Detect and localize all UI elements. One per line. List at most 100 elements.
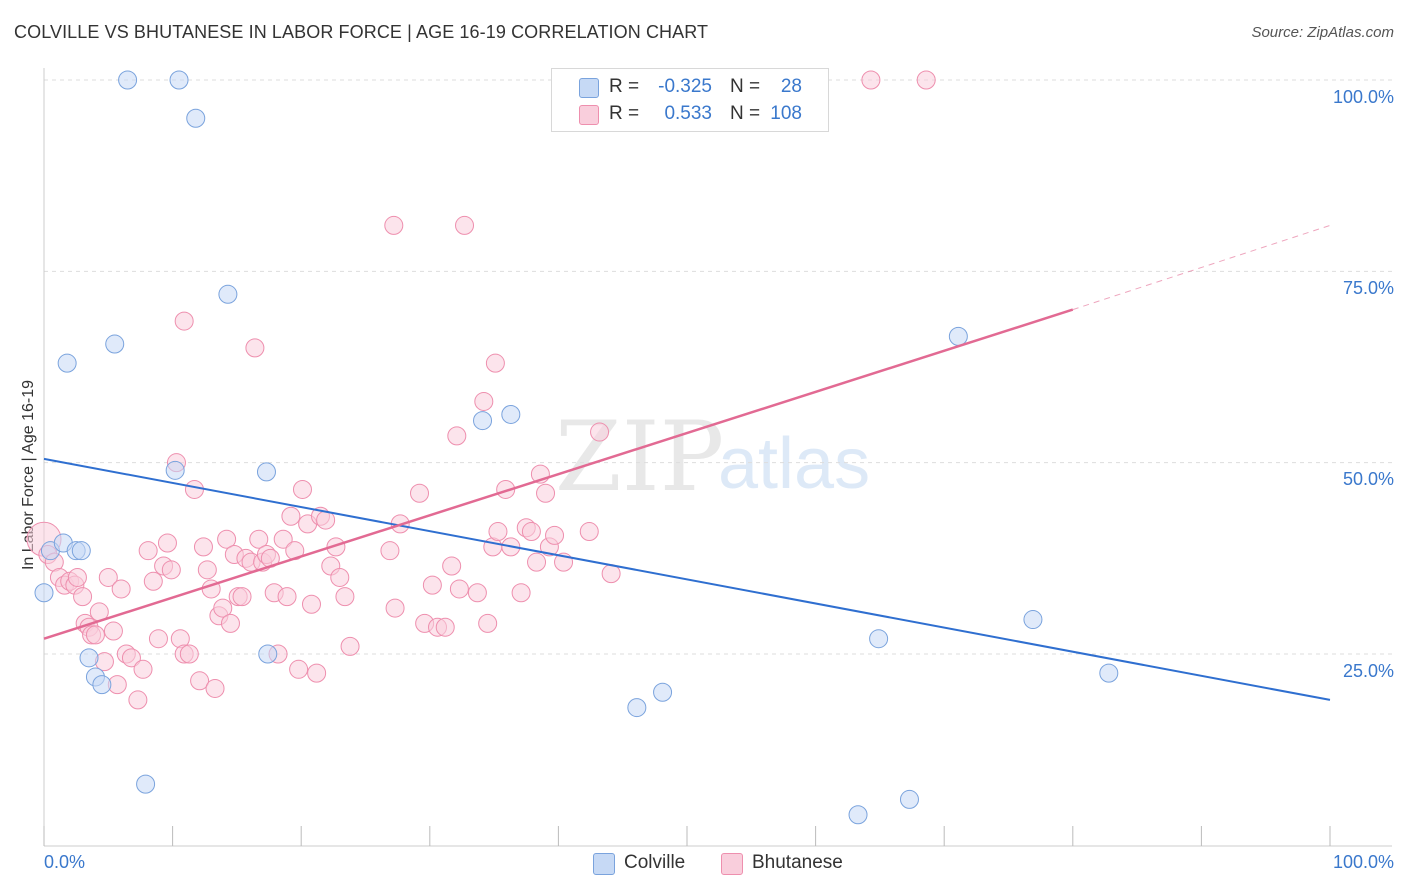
colville-point [848, 805, 868, 825]
bhutanese-swatch [579, 105, 599, 125]
legend-r-label: R = [609, 76, 640, 97]
bhutanese-point [579, 522, 599, 542]
bhutanese-point [301, 594, 321, 614]
bhutanese-point [205, 678, 225, 698]
colville-point [118, 70, 138, 90]
bhutanese-point [73, 587, 93, 607]
bhutanese-point [289, 659, 309, 679]
colville-point [1023, 610, 1043, 630]
watermark: ZIP atlas [555, 401, 870, 513]
colville-point [627, 698, 647, 718]
colville-point [473, 411, 493, 431]
bhutanese-point [217, 529, 237, 549]
bhutanese-point [511, 583, 531, 603]
colville-legend-label: Colville [624, 852, 686, 873]
colville-point [79, 648, 99, 668]
legend-r-value: -0.325 [658, 76, 712, 97]
colville-point [258, 644, 278, 664]
bhutanese-point [410, 483, 430, 503]
colville-point [653, 682, 673, 702]
bhutanese-point [590, 422, 610, 442]
bhutanese-point [157, 533, 177, 553]
x-tick-label-min: 0.0% [44, 852, 86, 872]
colville-swatch [579, 78, 599, 98]
bhutanese-point [326, 537, 346, 557]
y-tick-label-25: 25.0% [1342, 661, 1394, 681]
bhutanese-point [161, 560, 181, 580]
colville-legend-swatch [593, 853, 615, 875]
bhutanese-point [103, 621, 123, 641]
colville-point [899, 789, 919, 809]
x-tick-label-max: 100.0% [1332, 852, 1394, 872]
bhutanese-point [190, 671, 210, 691]
bhutanese-point [442, 556, 462, 576]
bhutanese-point [435, 617, 455, 637]
bhutanese-point [292, 479, 312, 499]
source-label: Source: ZipAtlas.com [1251, 24, 1394, 41]
bhutanese-point [545, 525, 565, 545]
bhutanese-point [143, 571, 163, 591]
colville-point [169, 70, 189, 90]
legend-n-label: N = [730, 76, 761, 97]
legend-row-colville: R = -0.325 N = 28 [552, 74, 828, 100]
bhutanese-point [916, 70, 936, 90]
bhutanese-point [447, 426, 467, 446]
bhutanese-legend-label: Bhutanese [752, 852, 843, 873]
bhutanese-point [861, 70, 881, 90]
colville-point [165, 460, 185, 480]
bhutanese-legend-swatch [721, 853, 743, 875]
bhutanese-point [478, 613, 498, 633]
colville-point [34, 583, 54, 603]
legend-n-value: 108 [770, 103, 802, 124]
bhutanese-point [496, 479, 516, 499]
bhutanese-point [380, 541, 400, 561]
bhutanese-point [455, 215, 475, 235]
colville-point [105, 334, 125, 354]
bhutanese-point [184, 479, 204, 499]
colville-point [1099, 663, 1119, 683]
bhutanese-point [467, 583, 487, 603]
bhutanese-point [449, 579, 469, 599]
legend-n-label: N = [730, 103, 761, 124]
chart-title: COLVILLE VS BHUTANESE IN LABOR FORCE | A… [14, 22, 709, 42]
colville-point [869, 629, 889, 649]
bhutanese-point [85, 625, 105, 645]
colville-point [136, 774, 156, 794]
legend-r-value: 0.533 [664, 103, 712, 124]
y-tick-label-50: 50.0% [1342, 469, 1394, 489]
bhutanese-point [384, 215, 404, 235]
bhutanese-point [174, 311, 194, 331]
bhutanese-point [67, 567, 87, 587]
bhutanese-point [307, 663, 327, 683]
y-tick-label-100: 100.0% [1332, 87, 1394, 107]
bhutanese-point [245, 338, 265, 358]
bhutanese-trend-line [43, 308, 1074, 640]
legend-row-bhutanese: R = 0.533 N = 108 [552, 101, 828, 127]
legend-n-value: 28 [780, 76, 802, 97]
correlation-legend: R = -0.325 N = 28 R = 0.533 N = 108 [551, 68, 829, 132]
bhutanese-point [111, 579, 131, 599]
bhutanese-point [220, 613, 240, 633]
bhutanese-point [249, 529, 269, 549]
bhutanese-point [485, 353, 505, 373]
watermark-zip: ZIP [555, 401, 724, 513]
colville-point [218, 284, 238, 304]
bhutanese-point [422, 575, 442, 595]
bhutanese-point [527, 552, 547, 572]
bhutanese-point [281, 506, 301, 526]
y-tick-label-75: 75.0% [1342, 278, 1394, 298]
bhutanese-point [273, 529, 293, 549]
bhutanese-point [121, 648, 141, 668]
bhutanese-point [335, 587, 355, 607]
bhutanese-point [213, 598, 233, 618]
legend-r-label: R = [609, 103, 640, 124]
colville-point [92, 675, 112, 695]
bhutanese-point [128, 690, 148, 710]
bhutanese-point [536, 483, 556, 503]
bhutanese-point [133, 659, 153, 679]
colville-point [186, 108, 206, 128]
colville-point [57, 353, 77, 373]
bhutanese-point [474, 391, 494, 411]
bhutanese-point [148, 629, 168, 649]
